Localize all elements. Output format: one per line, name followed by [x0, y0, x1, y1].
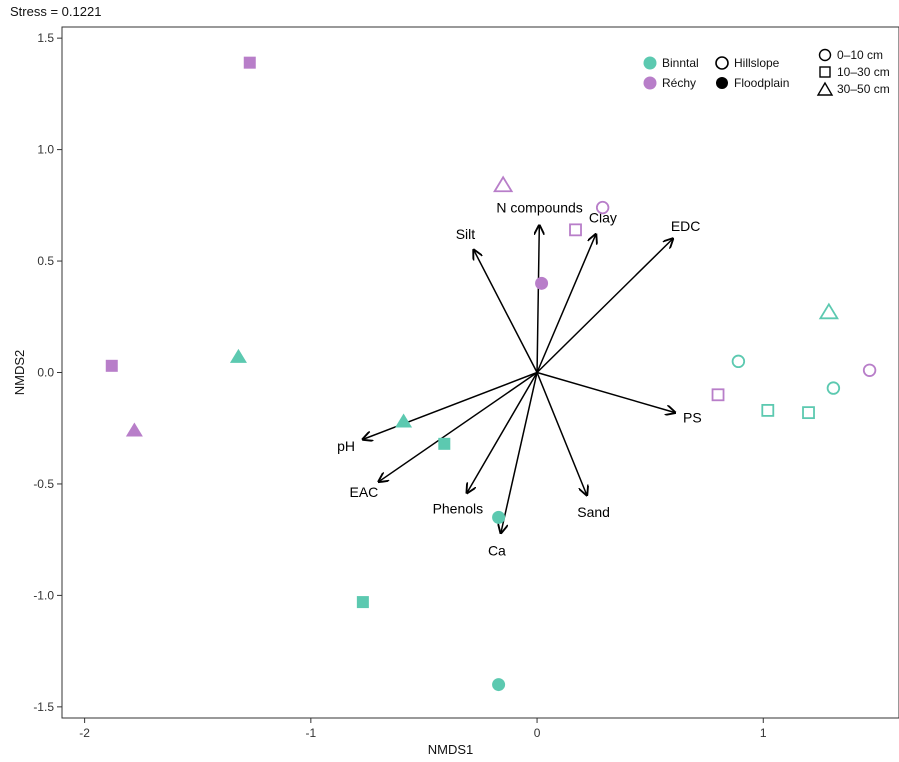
vector-label: EAC [349, 484, 378, 500]
vector-label: Silt [456, 226, 476, 242]
vector-label: EDC [671, 218, 701, 234]
legend-key-depth [819, 66, 831, 78]
legend-label-depth: 0–10 cm [837, 48, 883, 62]
data-point [125, 422, 143, 437]
data-point [438, 437, 451, 450]
data-point [229, 348, 247, 363]
legend-label-position: Hillslope [734, 56, 780, 70]
data-point [493, 175, 514, 193]
data-point [595, 200, 610, 215]
axes-layer: -1.5 -1.0 -0.5 0.0 0.5 1.0 1.5 -2 -1 0 1 NMDS1 NMDS2 [12, 26, 899, 757]
data-point [356, 596, 369, 609]
data-point [395, 413, 413, 428]
vectors-layer: N compounds Clay EDC Silt PS Sand Ca Phenols EAC… [337, 199, 702, 558]
data-point [492, 510, 506, 524]
data-point [818, 302, 839, 320]
vector-label: Phenols [433, 500, 484, 516]
data-point [711, 388, 725, 402]
vector-arrow [379, 371, 538, 482]
y-tick-label: 0.0 [37, 366, 54, 380]
data-point [761, 403, 775, 417]
data-point [105, 359, 118, 372]
data-point [492, 678, 506, 692]
vector-arrow [536, 371, 675, 413]
y-tick-label: -1.0 [33, 588, 54, 602]
y-tick-label: 1.5 [37, 31, 54, 45]
vector-label: N compounds [496, 199, 582, 215]
legend-label-depth: 30–50 cm [837, 82, 890, 96]
stress-label: Stress = 0.1221 [10, 4, 102, 19]
legend-key-depth [818, 48, 832, 62]
x-tick-label: -1 [306, 726, 317, 740]
y-tick-label: 1.0 [37, 143, 54, 157]
vector-arrow [363, 371, 538, 440]
legend-key-site [643, 56, 657, 70]
vector-arrow [467, 372, 538, 493]
vector-label: Ca [488, 543, 506, 559]
points-layer [105, 56, 877, 692]
legend-label-depth: 10–30 cm [837, 65, 890, 79]
y-tick-label: 0.5 [37, 254, 54, 268]
data-point [802, 406, 815, 420]
legend-key-depth [816, 81, 834, 96]
legend-label-site: Binntal [662, 56, 699, 70]
legend-label-site: Réchy [662, 76, 696, 90]
vector-arrow [537, 225, 539, 373]
y-tick-label: -0.5 [33, 477, 54, 491]
x-tick-label: 1 [760, 726, 767, 740]
vector-label: pH [337, 438, 355, 454]
y-axis-title: NMDS2 [12, 350, 27, 396]
vector-arrow [536, 234, 596, 373]
vector-label: PS [683, 410, 702, 426]
x-tick-label: 0 [534, 726, 541, 740]
vector-label: Clay [589, 210, 617, 226]
legend-key-site [643, 76, 657, 90]
vector-arrow [474, 250, 538, 373]
vector-label: Sand [577, 504, 610, 520]
data-point [569, 223, 582, 237]
y-tick-label: -1.5 [33, 700, 54, 714]
vector-arrow [501, 372, 538, 533]
data-point [535, 276, 549, 290]
plot-panel-border [61, 26, 899, 719]
vector-arrow [536, 239, 673, 374]
x-axis-title: NMDS1 [428, 742, 474, 757]
legend-key-position [715, 56, 729, 70]
data-point [731, 354, 746, 369]
legend-key-position [716, 77, 728, 89]
data-point [826, 381, 841, 395]
vector-arrow [536, 372, 587, 496]
data-point [862, 363, 877, 377]
data-point [243, 56, 256, 69]
legend: Binntal Réchy Hillslope Floodplain 0–10 cm 10… [643, 48, 890, 96]
x-tick-label: -2 [79, 726, 90, 740]
legend-label-position: Floodplain [734, 76, 789, 90]
